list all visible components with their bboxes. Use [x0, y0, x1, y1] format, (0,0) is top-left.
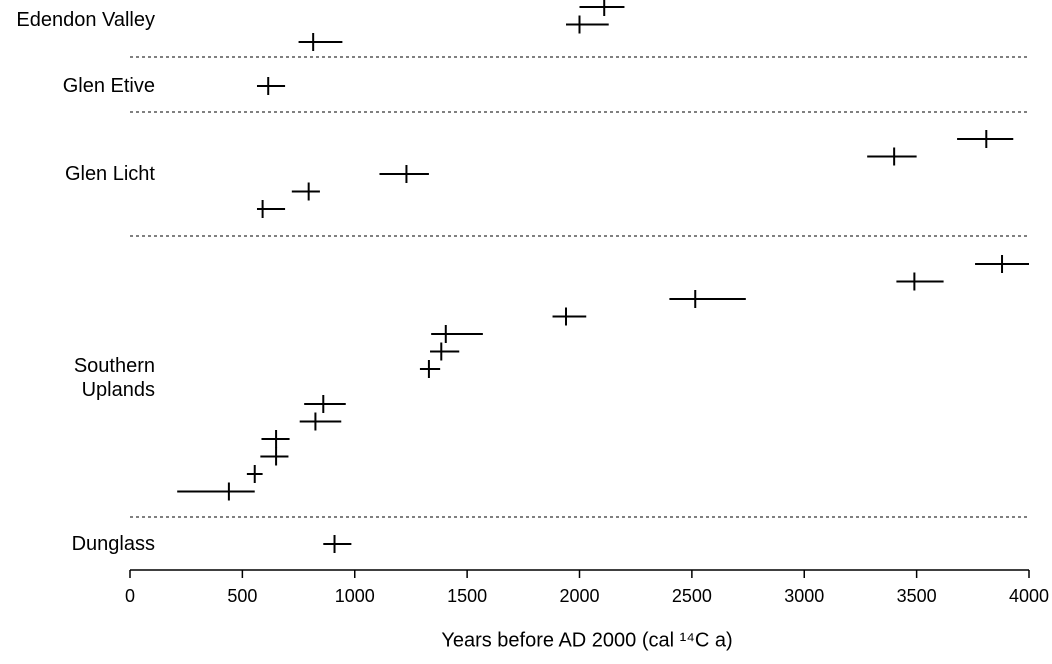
- x-tick-label: 0: [125, 586, 135, 606]
- x-tick-label: 1500: [447, 586, 487, 606]
- x-tick-label: 2000: [559, 586, 599, 606]
- group-label: Glen Licht: [64, 163, 155, 185]
- x-tick-label: 1000: [335, 586, 375, 606]
- group-label: Glen Etive: [62, 75, 155, 97]
- x-tick-label: 4000: [1009, 586, 1049, 606]
- x-tick-label: 500: [227, 586, 257, 606]
- group-label: Southern Uplands: [73, 354, 155, 401]
- x-tick-label: 3500: [897, 586, 937, 606]
- group-label: Dunglass: [71, 533, 155, 555]
- x-tick-label: 2500: [672, 586, 712, 606]
- group-label: Edendon Valley: [16, 9, 155, 31]
- x-axis-title: Years before AD 2000 (cal ¹⁴C a): [441, 629, 732, 651]
- x-tick-label: 3000: [784, 586, 824, 606]
